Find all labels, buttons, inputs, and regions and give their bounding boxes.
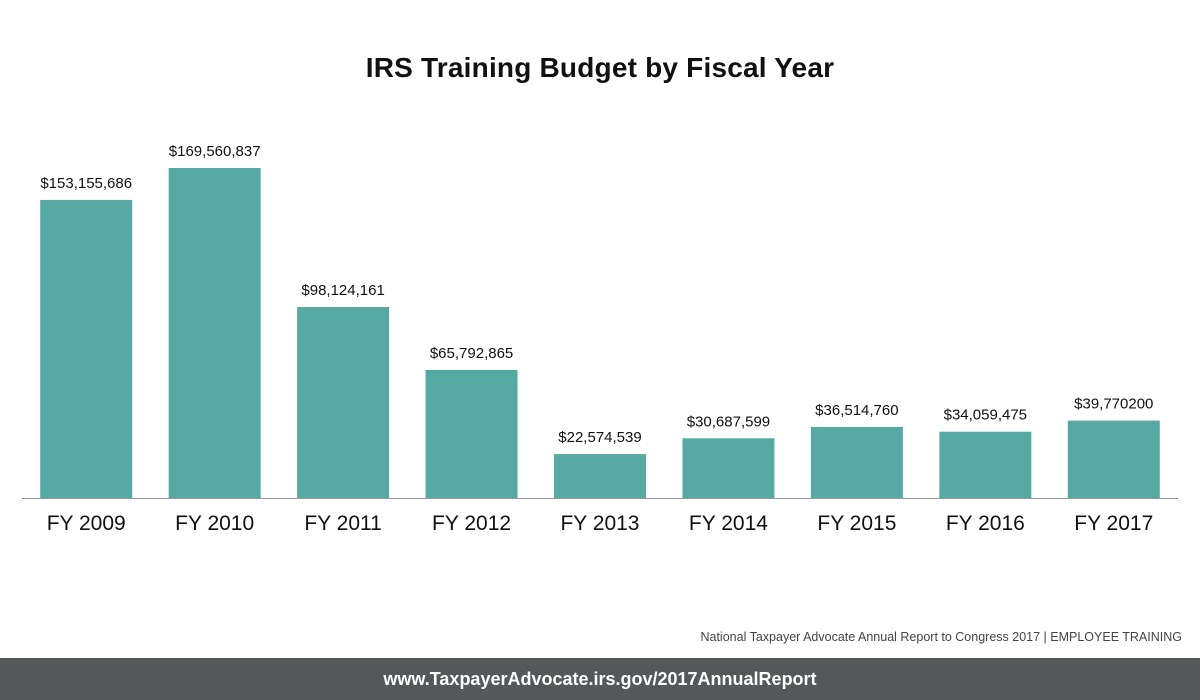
x-tick-label: FY 2013 [560, 512, 639, 535]
bar-fy-2013 [554, 454, 646, 498]
bar-fy-2016 [939, 431, 1032, 498]
x-tick-label: FY 2009 [47, 512, 126, 535]
data-label: $153,155,686 [40, 175, 132, 192]
data-label: $22,574,539 [558, 429, 641, 446]
data-label: $39,770200 [1074, 396, 1153, 413]
data-label: $30,687,599 [687, 413, 770, 430]
bar-fy-2010 [168, 168, 261, 498]
footer-bar: www.TaxpayerAdvocate.irs.gov/2017AnnualR… [0, 658, 1200, 700]
footer-url[interactable]: www.TaxpayerAdvocate.irs.gov/2017AnnualR… [383, 669, 817, 689]
x-tick-label: FY 2015 [817, 512, 896, 535]
bar-fy-2017 [1067, 420, 1160, 498]
data-label: $34,059,475 [944, 407, 1027, 424]
data-label: $65,792,865 [430, 345, 513, 362]
x-tick-label: FY 2016 [946, 512, 1025, 535]
bar-fy-2009 [40, 199, 133, 498]
x-tick-label: FY 2012 [432, 512, 511, 535]
bar-fy-2014 [682, 438, 775, 498]
bar-fy-2012 [425, 369, 518, 498]
data-label: $36,514,760 [815, 402, 898, 419]
bar-fy-2011 [297, 307, 390, 498]
x-tick-label: FY 2011 [304, 512, 381, 535]
data-label: $98,124,161 [301, 282, 384, 299]
chart-title: IRS Training Budget by Fiscal Year [365, 52, 835, 83]
x-tick-label: FY 2014 [689, 512, 768, 535]
bar-fy-2015 [810, 426, 903, 498]
x-tick-label: FY 2010 [175, 512, 254, 535]
data-label: $169,560,837 [169, 143, 261, 160]
x-tick-label: FY 2017 [1074, 512, 1153, 535]
source-note: National Taxpayer Advocate Annual Report… [700, 630, 1182, 644]
